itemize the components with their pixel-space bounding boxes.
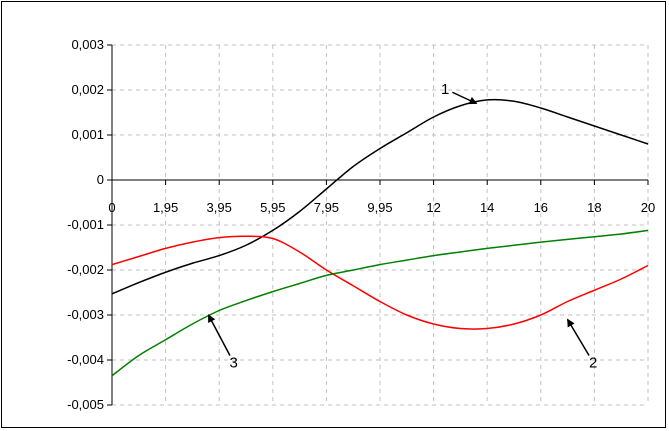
series-arrow-2: [566, 318, 590, 356]
series-arrow-1: [452, 91, 478, 105]
x-tick-label: 3,95: [207, 200, 232, 215]
y-tick-label: -0,005: [67, 397, 104, 412]
y-tick-label: 0,001: [71, 127, 104, 142]
axes: [107, 44, 649, 406]
y-tick-label: 0,002: [71, 82, 104, 97]
x-tick-label: 1,95: [153, 200, 178, 215]
labels: 0,003 0,002 0,001 0 -0,001 -0,002 -0,003 -0,004…: [67, 37, 655, 412]
y-tick-label: -0,001: [67, 217, 104, 232]
x-tick-label: 14: [480, 200, 494, 215]
y-tick-label: 0: [97, 172, 104, 187]
x-tick-label: 20: [641, 200, 655, 215]
y-tick-label: -0,002: [67, 262, 104, 277]
series-line-3: [111, 229, 649, 377]
series-line-1: [111, 98, 649, 295]
grid: [112, 44, 649, 406]
x-tick-label: 16: [534, 200, 548, 215]
series-label-2: 2: [589, 354, 597, 371]
y-tick-label: -0,004: [67, 352, 104, 367]
x-tick-label: 18: [587, 200, 601, 215]
series-label-3: 3: [229, 355, 237, 372]
x-tick-label: 0: [108, 200, 115, 215]
series-label-1: 1: [441, 81, 449, 98]
x-tick-label: 5,95: [260, 200, 285, 215]
series-arrow-3: [207, 314, 231, 356]
y-tick-label: 0,003: [71, 37, 104, 52]
y-tick-label: -0,003: [67, 307, 104, 322]
series-group: [111, 98, 649, 377]
x-tick-label: 12: [426, 200, 440, 215]
x-tick-label: 7,95: [314, 200, 339, 215]
series-line-2: [111, 235, 649, 330]
x-tick-label: 9,95: [367, 200, 392, 215]
